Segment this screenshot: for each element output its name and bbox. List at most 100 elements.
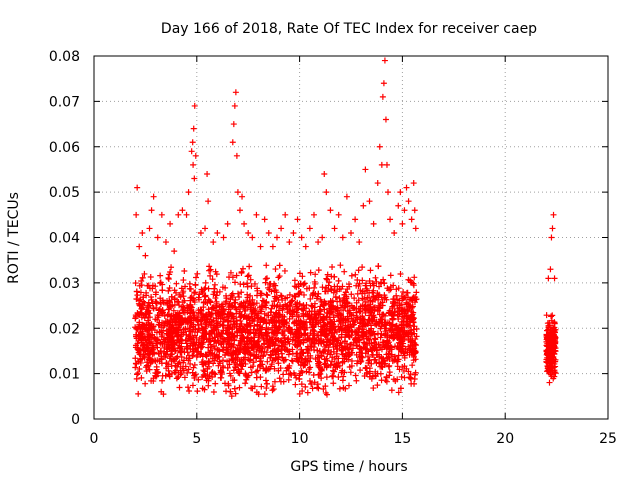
data-point xyxy=(154,234,161,241)
data-point xyxy=(253,368,260,375)
data-point xyxy=(308,302,315,309)
data-point xyxy=(383,374,390,381)
data-point xyxy=(331,356,338,363)
data-point xyxy=(244,283,251,290)
data-point xyxy=(281,321,288,328)
data-point xyxy=(335,317,342,324)
data-point xyxy=(249,296,256,303)
data-point xyxy=(181,374,188,381)
data-point xyxy=(550,375,557,382)
data-point xyxy=(308,381,315,388)
data-point xyxy=(195,376,202,383)
y-tick-label: 0.04 xyxy=(49,231,80,247)
y-axis-label: ROTI / TECUs xyxy=(6,192,22,284)
data-point xyxy=(241,312,248,319)
data-point xyxy=(386,356,393,363)
data-point xyxy=(210,291,217,298)
data-point xyxy=(408,380,415,387)
data-point xyxy=(407,343,414,350)
data-point xyxy=(395,202,402,209)
data-point xyxy=(270,386,277,393)
data-point xyxy=(210,239,217,246)
data-point xyxy=(159,297,166,304)
data-point xyxy=(135,349,142,356)
data-point xyxy=(219,284,226,291)
data-point xyxy=(190,364,197,371)
y-tick-label: 0.01 xyxy=(49,367,80,383)
data-point xyxy=(370,220,377,227)
data-point xyxy=(202,372,209,379)
data-point xyxy=(403,313,410,320)
data-point xyxy=(157,280,164,287)
data-point xyxy=(246,357,253,364)
data-point xyxy=(150,305,157,312)
data-point xyxy=(191,299,198,306)
data-point xyxy=(253,355,260,362)
data-point xyxy=(271,378,278,385)
data-point xyxy=(381,357,388,364)
data-point xyxy=(174,298,181,305)
data-point xyxy=(362,365,369,372)
data-point xyxy=(356,343,363,350)
data-point xyxy=(273,309,280,316)
data-point xyxy=(362,306,369,313)
data-point xyxy=(269,336,276,343)
data-point xyxy=(209,328,216,335)
data-point xyxy=(293,304,300,311)
data-point xyxy=(224,364,231,371)
data-point xyxy=(232,89,239,96)
data-point xyxy=(179,299,186,306)
data-point xyxy=(133,325,140,332)
data-point xyxy=(238,362,245,369)
data-point xyxy=(181,309,188,316)
data-point xyxy=(295,324,302,331)
data-point xyxy=(153,289,160,296)
data-point xyxy=(354,290,361,297)
data-point xyxy=(545,275,552,282)
data-point xyxy=(391,229,398,236)
data-point xyxy=(370,312,377,319)
data-point xyxy=(289,297,296,304)
data-point xyxy=(374,290,381,297)
data-point xyxy=(259,332,266,339)
data-point xyxy=(157,300,164,307)
data-point xyxy=(398,321,405,328)
data-points xyxy=(132,57,559,400)
data-point xyxy=(380,80,387,87)
data-point xyxy=(291,331,298,338)
data-point xyxy=(357,353,364,360)
data-point xyxy=(368,352,375,359)
data-point xyxy=(348,362,355,369)
data-point xyxy=(155,321,162,328)
data-point xyxy=(359,329,366,336)
data-point xyxy=(354,276,361,283)
data-point xyxy=(237,314,244,321)
data-point xyxy=(198,307,205,314)
data-point xyxy=(305,335,312,342)
data-point xyxy=(197,317,204,324)
x-axis-label: GPS time / hours xyxy=(290,459,407,475)
data-point xyxy=(403,184,410,191)
data-point xyxy=(212,380,219,387)
data-point xyxy=(232,296,239,303)
data-point xyxy=(311,379,318,386)
data-point xyxy=(282,339,289,346)
data-point xyxy=(244,323,251,330)
data-point xyxy=(302,326,309,333)
data-point xyxy=(157,340,164,347)
data-point xyxy=(353,309,360,316)
data-point xyxy=(205,344,212,351)
data-point xyxy=(353,299,360,306)
data-point xyxy=(185,366,192,373)
data-point xyxy=(202,284,209,291)
data-point xyxy=(132,355,139,362)
data-point xyxy=(202,225,209,232)
data-point xyxy=(551,347,558,354)
data-point xyxy=(187,286,194,293)
data-point xyxy=(185,189,192,196)
data-point xyxy=(326,328,333,335)
data-point xyxy=(409,303,416,310)
data-point xyxy=(388,387,395,394)
data-point xyxy=(168,293,175,300)
data-point xyxy=(232,390,239,397)
